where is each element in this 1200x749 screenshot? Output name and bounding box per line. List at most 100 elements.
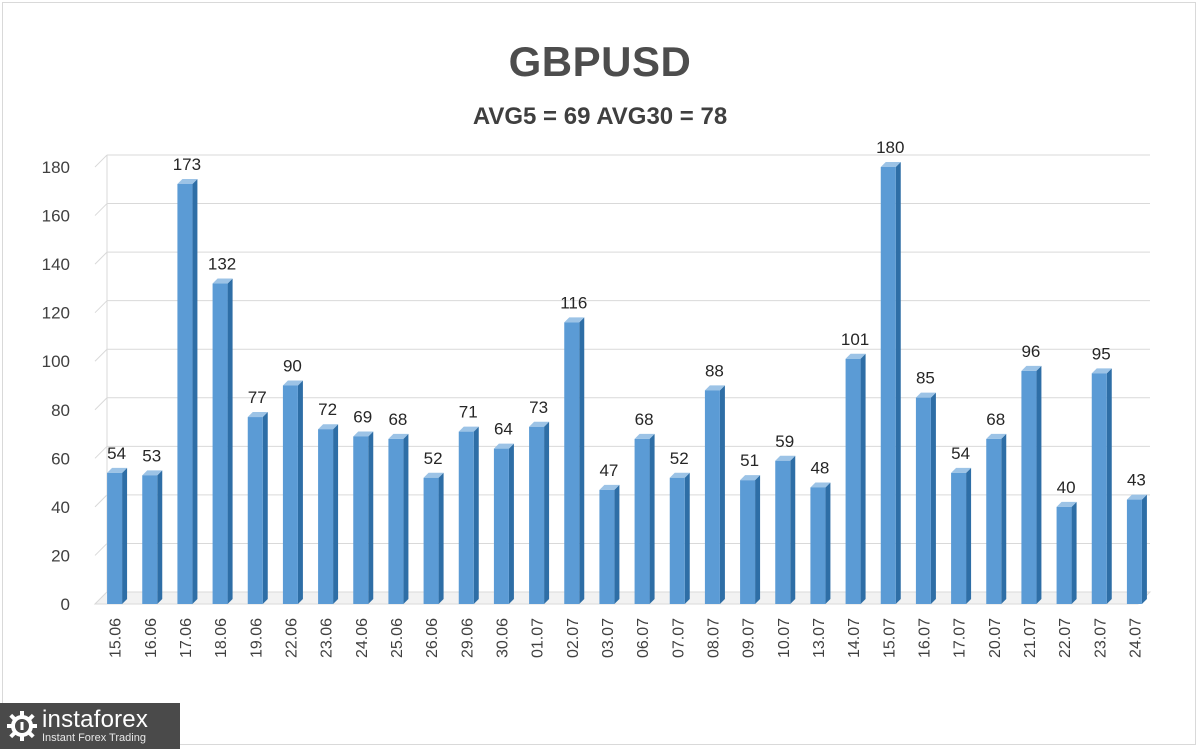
x-tick-label: 01.07 bbox=[530, 618, 547, 658]
data-label: 59 bbox=[775, 432, 794, 451]
bar-side bbox=[122, 467, 128, 604]
bar-front bbox=[880, 167, 896, 604]
bar-front bbox=[634, 438, 650, 604]
bar-top bbox=[1126, 494, 1147, 500]
x-tick-label: 23.07 bbox=[1092, 618, 1109, 658]
bar-top bbox=[423, 472, 444, 478]
x-tick-label: 30.06 bbox=[494, 618, 511, 658]
bar bbox=[986, 433, 1007, 604]
x-tick-label: 17.06 bbox=[178, 618, 195, 658]
bar-side bbox=[1001, 433, 1007, 604]
y-axis: 0 20 40 60 80 100 120 140 160 180 bbox=[42, 158, 70, 614]
logo-name: instaforex bbox=[42, 706, 149, 733]
bar-side bbox=[508, 443, 514, 604]
bar-side bbox=[790, 455, 796, 604]
bar-front bbox=[388, 438, 404, 604]
data-labels: 54 53 173 132 77 90 72 69 68 52 71 64 73 116 47 68 52 88 5… bbox=[107, 138, 1146, 497]
bar-side bbox=[1106, 368, 1112, 604]
bar bbox=[564, 317, 585, 604]
bar-side bbox=[368, 431, 374, 604]
bar-side bbox=[719, 385, 725, 604]
chart-title: GBPUSD bbox=[508, 38, 692, 85]
bar-side bbox=[192, 178, 198, 604]
bar-side bbox=[895, 162, 901, 604]
bar-front bbox=[986, 438, 1002, 604]
x-tick-label: 06.07 bbox=[635, 618, 652, 658]
bar-side bbox=[403, 433, 409, 604]
gridline-depth bbox=[94, 154, 108, 168]
bar-front bbox=[810, 487, 826, 604]
data-label: 64 bbox=[494, 420, 513, 439]
bar-side bbox=[262, 412, 268, 604]
data-label: 48 bbox=[810, 458, 829, 477]
data-label: 68 bbox=[635, 410, 654, 429]
x-tick-label: 22.07 bbox=[1057, 618, 1074, 658]
data-label: 71 bbox=[459, 403, 478, 422]
bar-front bbox=[247, 417, 263, 604]
bar bbox=[142, 470, 163, 604]
y-tick-label: 100 bbox=[42, 352, 70, 371]
y-tick-label: 80 bbox=[51, 401, 70, 420]
bar-top bbox=[529, 421, 550, 427]
bar bbox=[353, 431, 374, 604]
bar-top bbox=[986, 433, 1007, 439]
bar bbox=[810, 482, 831, 604]
gridline-depth bbox=[94, 397, 108, 411]
bar-front bbox=[282, 385, 298, 604]
bar-front bbox=[704, 390, 720, 604]
bar bbox=[704, 385, 725, 604]
bar-top bbox=[1091, 368, 1112, 374]
x-tick-label: 15.07 bbox=[881, 618, 898, 658]
bar bbox=[1056, 501, 1077, 604]
bar-front bbox=[107, 472, 123, 604]
bar bbox=[247, 412, 268, 604]
y-tick-label: 140 bbox=[42, 255, 70, 274]
bar-front bbox=[1021, 370, 1037, 604]
bar-side bbox=[966, 467, 972, 604]
data-label: 68 bbox=[388, 410, 407, 429]
data-label: 95 bbox=[1092, 344, 1111, 363]
bar bbox=[951, 467, 972, 604]
bar-front bbox=[423, 477, 439, 604]
x-tick-label: 16.07 bbox=[916, 618, 933, 658]
bar-top bbox=[740, 475, 761, 481]
bar-top bbox=[1056, 501, 1077, 507]
x-tick-label: 25.06 bbox=[389, 618, 406, 658]
bar-top bbox=[388, 433, 409, 439]
bar-top bbox=[704, 385, 725, 391]
data-label: 88 bbox=[705, 361, 724, 380]
chart-subtitle: AVG5 = 69 AVG30 = 78 bbox=[472, 103, 728, 130]
bar-top bbox=[247, 412, 268, 418]
bar-top bbox=[951, 467, 972, 473]
data-label: 53 bbox=[142, 446, 161, 465]
bar-side bbox=[614, 484, 620, 604]
x-tick-label: 24.07 bbox=[1127, 618, 1144, 658]
bar bbox=[212, 278, 233, 604]
bar-front bbox=[318, 429, 334, 604]
gridlines bbox=[94, 154, 1150, 605]
bar bbox=[1021, 365, 1042, 604]
bar-side bbox=[544, 421, 550, 604]
gridline-depth bbox=[94, 543, 108, 556]
bar-top bbox=[775, 455, 796, 461]
bars bbox=[107, 162, 1147, 604]
bar-top bbox=[599, 484, 620, 490]
x-tick-label: 14.07 bbox=[846, 618, 863, 658]
bar-side bbox=[227, 278, 233, 604]
bar-side bbox=[438, 472, 444, 604]
x-tick-label: 10.07 bbox=[776, 618, 793, 658]
bar bbox=[775, 455, 796, 604]
x-tick-label: 08.07 bbox=[705, 618, 722, 658]
bar-top bbox=[142, 470, 163, 476]
bar-front bbox=[951, 472, 967, 604]
bar-top bbox=[1021, 365, 1042, 371]
data-label: 73 bbox=[529, 398, 548, 417]
data-label: 173 bbox=[173, 155, 201, 174]
x-tick-label: 07.07 bbox=[670, 618, 687, 658]
bar bbox=[599, 484, 620, 604]
bar-top bbox=[880, 162, 901, 167]
bar-top bbox=[107, 467, 128, 473]
bar bbox=[740, 475, 761, 604]
bar-front bbox=[599, 489, 615, 604]
bar bbox=[318, 424, 339, 604]
